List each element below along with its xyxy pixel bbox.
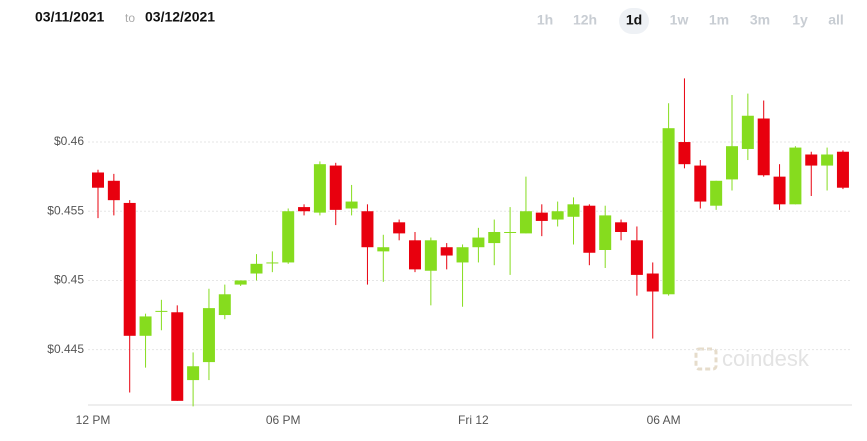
x-tick-label: 12 PM xyxy=(76,413,111,427)
candle-body xyxy=(757,118,770,176)
candle-body xyxy=(615,222,628,232)
candle-body xyxy=(789,147,802,205)
candle-body xyxy=(821,154,834,166)
x-tick-label: Fri 12 xyxy=(458,413,489,427)
candle-body xyxy=(313,164,326,213)
range-button[interactable]: 1w xyxy=(670,12,689,28)
candle-body xyxy=(171,312,184,401)
selected-range-bg xyxy=(619,8,649,34)
range-selector: 1h 12h 1d 1w 1m 3m 1y all xyxy=(537,8,844,34)
candle-body xyxy=(662,128,675,295)
candle-body xyxy=(678,142,691,165)
candle-body xyxy=(282,211,295,263)
candle-body xyxy=(361,211,374,248)
candle-body xyxy=(298,207,311,212)
range-button[interactable]: 1d xyxy=(626,12,642,28)
candle-body xyxy=(551,211,564,220)
candle-body xyxy=(472,237,485,248)
x-tick-label: 06 PM xyxy=(266,413,301,427)
candle-body xyxy=(488,232,501,244)
y-tick-label: $0.46 xyxy=(54,134,84,148)
candle-body xyxy=(726,146,738,180)
watermark-logo xyxy=(694,347,718,371)
candle-body xyxy=(218,294,231,316)
candle-body xyxy=(519,211,532,234)
candle-body xyxy=(630,240,643,275)
candle-body xyxy=(187,366,200,381)
candle-body xyxy=(250,263,263,274)
candle-body xyxy=(107,180,120,201)
range-button[interactable]: 1m xyxy=(709,12,729,28)
end-date: 03/12/2021 xyxy=(145,9,215,25)
candle-body xyxy=(377,247,390,252)
range-button[interactable]: 3m xyxy=(750,12,770,28)
y-tick-label: $0.45 xyxy=(54,273,84,287)
range-button[interactable]: 1y xyxy=(792,12,808,28)
candle-body xyxy=(393,222,406,234)
candle-body xyxy=(773,176,786,205)
candle-body xyxy=(694,165,707,202)
logo-icon xyxy=(694,347,718,371)
candle-body xyxy=(535,212,548,221)
candle-body xyxy=(155,310,168,312)
candle-body xyxy=(234,280,247,285)
range-button[interactable]: 1h xyxy=(537,12,553,28)
candle-body xyxy=(583,205,596,253)
candle-body xyxy=(139,316,152,336)
candle-body xyxy=(805,154,818,166)
candle-body xyxy=(345,201,358,209)
candle-body xyxy=(567,204,580,217)
start-date: 03/11/2021 xyxy=(35,9,105,25)
separator: to xyxy=(125,11,135,25)
candle-body xyxy=(92,172,104,188)
range-button[interactable]: 12h xyxy=(573,12,597,28)
candle-body xyxy=(741,115,754,149)
candle-body xyxy=(599,215,612,250)
candle-body xyxy=(504,232,517,233)
candle-body xyxy=(266,262,279,264)
candle-body xyxy=(123,202,136,336)
y-tick-label: $0.455 xyxy=(47,203,84,217)
candle-body xyxy=(202,308,215,363)
candle-body xyxy=(710,180,723,206)
candle-body xyxy=(836,151,849,188)
candle-body xyxy=(646,273,659,292)
candle-body xyxy=(456,247,469,263)
candle-body xyxy=(329,165,342,210)
candle-body xyxy=(440,247,453,256)
candle-body xyxy=(424,240,437,271)
x-tick-label: 06 AM xyxy=(647,413,681,427)
range-button[interactable]: all xyxy=(828,12,844,28)
y-tick-label: $0.445 xyxy=(47,342,84,356)
candle-body xyxy=(409,240,421,270)
